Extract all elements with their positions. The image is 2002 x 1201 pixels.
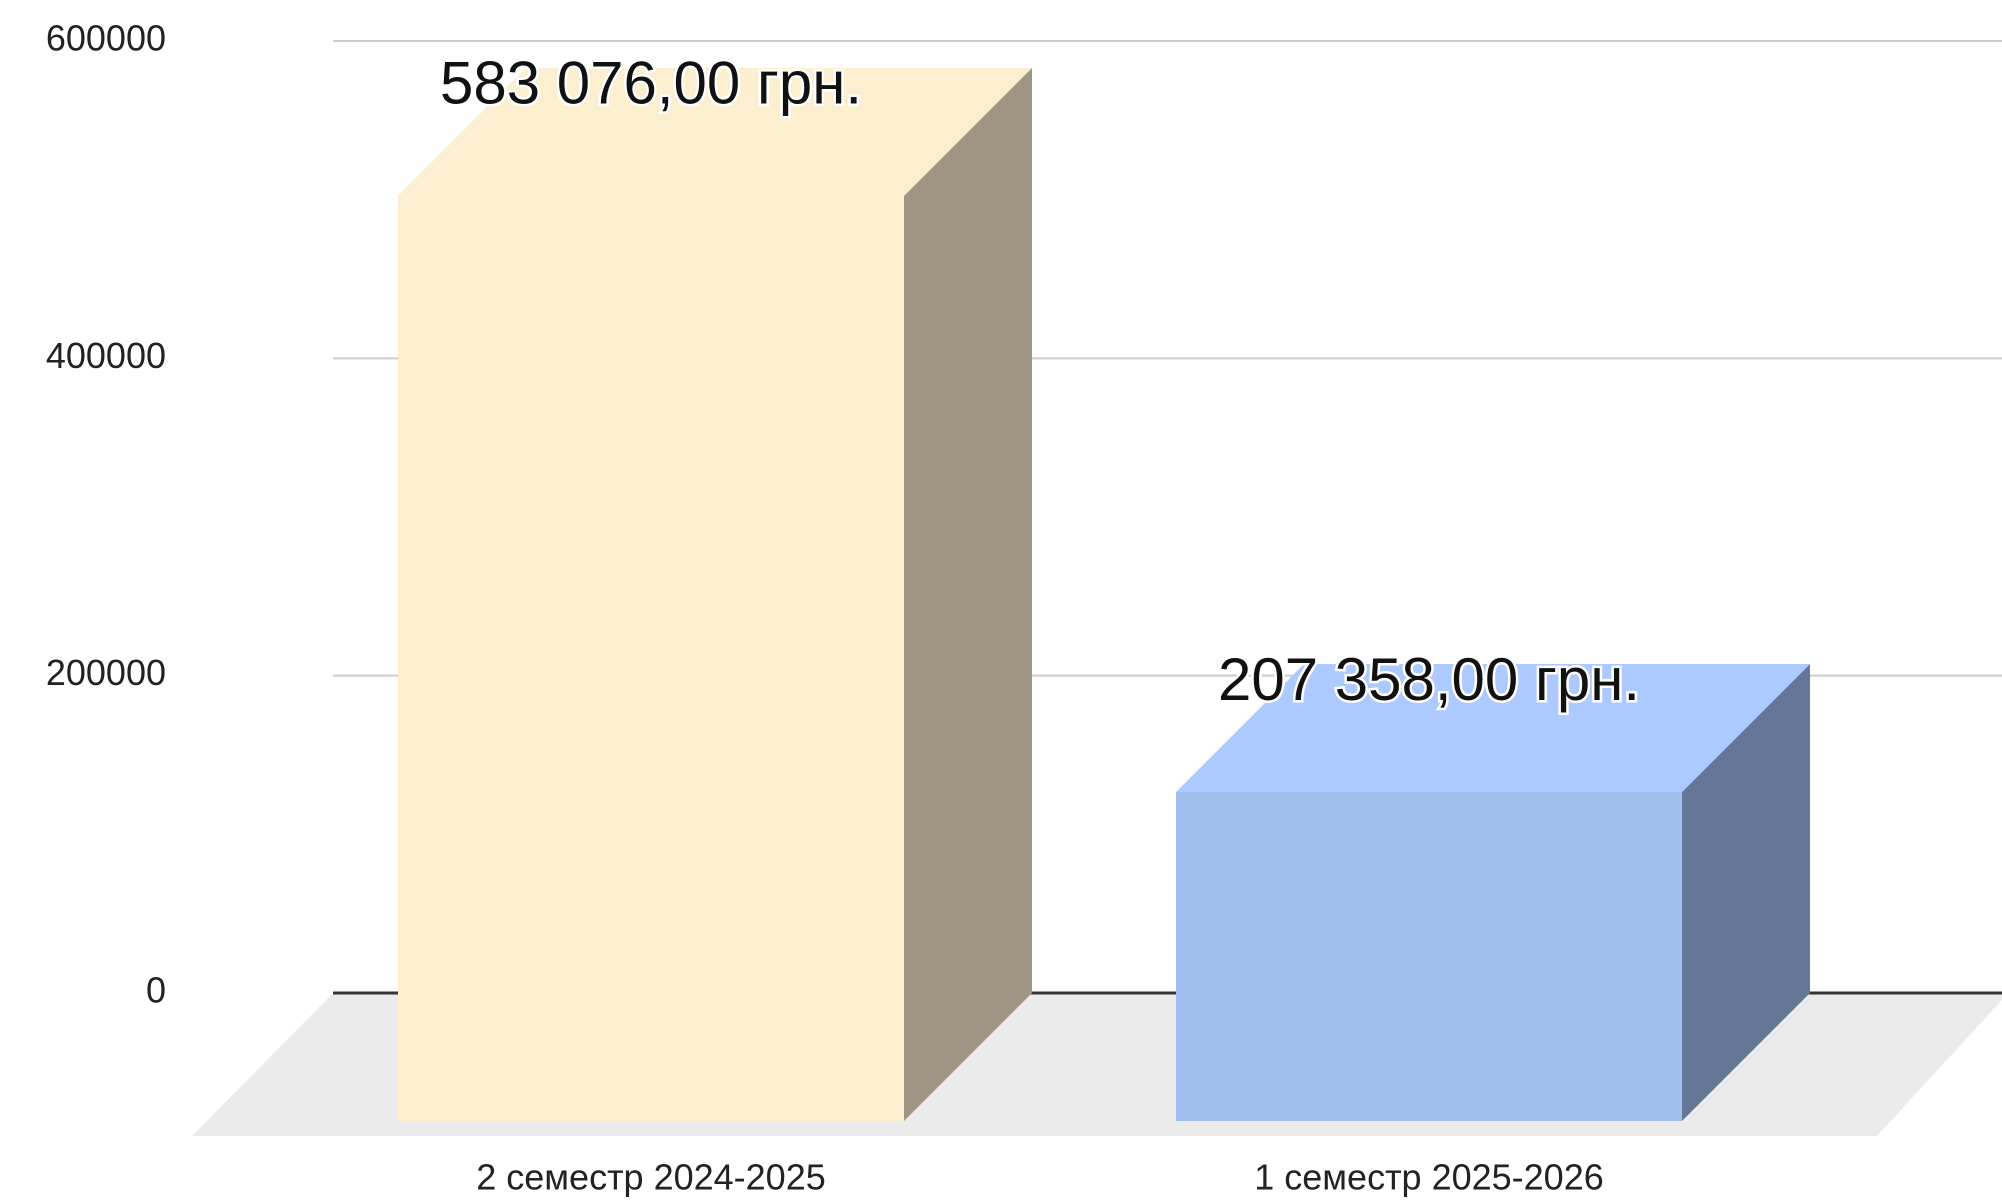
bar — [1176, 791, 1682, 1121]
bar — [398, 195, 904, 1121]
x-tick-label: 1 семестр 2025-2026 — [1254, 1157, 1604, 1198]
bar-side — [904, 67, 1032, 1121]
y-tick-label: 400000 — [46, 335, 166, 376]
value-label: 207 358,00 грн. — [1218, 646, 1640, 713]
y-tick-label: 0 — [146, 970, 166, 1011]
x-tick-label: 2 семестр 2024-2025 — [476, 1157, 826, 1198]
y-tick-label: 200000 — [46, 652, 166, 693]
y-tick-label: 600000 — [46, 18, 166, 59]
bar-side — [1682, 663, 1810, 1121]
bar-top — [398, 67, 1032, 196]
value-label: 583 076,00 грн. — [440, 50, 862, 117]
bar-top — [1176, 663, 1810, 792]
